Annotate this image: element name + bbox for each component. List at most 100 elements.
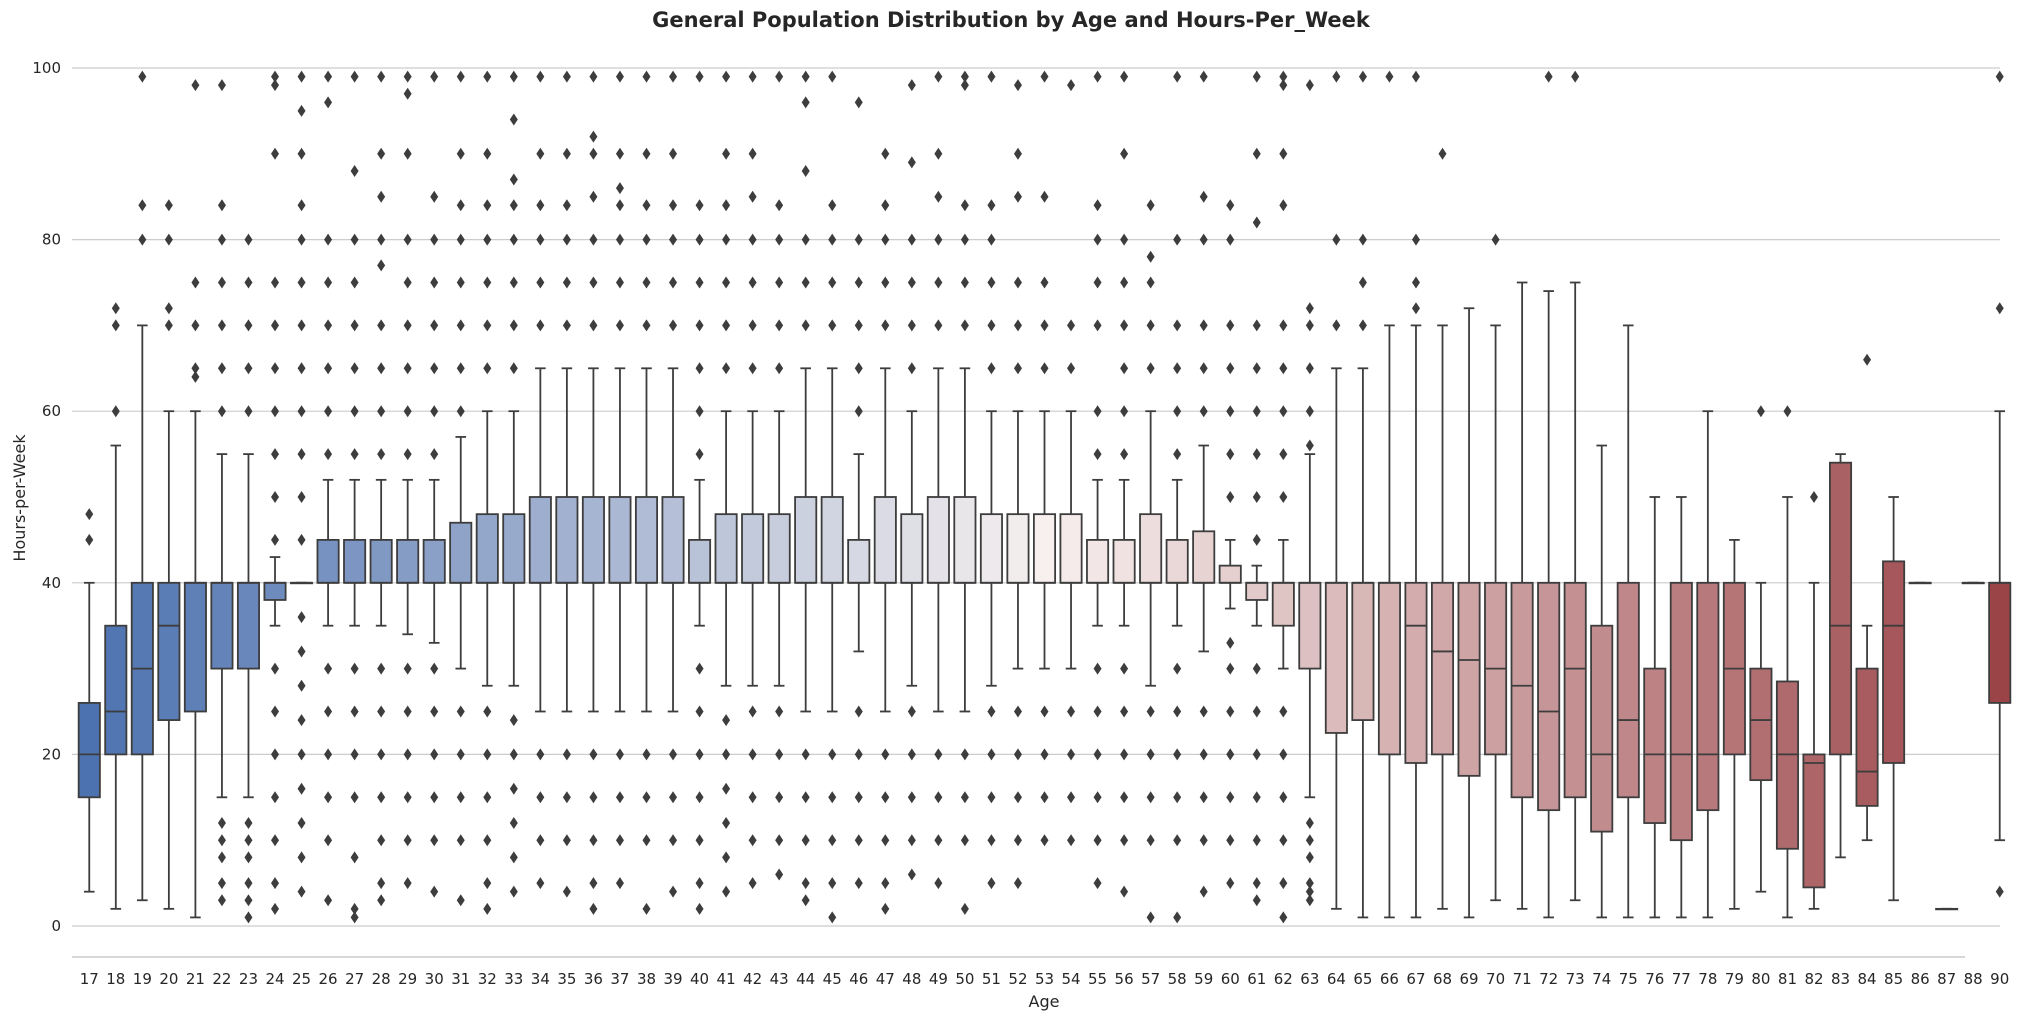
outlier-32-0 [483,902,492,915]
outlier-41-12 [722,70,731,83]
box-iqr-21 [183,581,207,713]
outlier-33-8 [509,276,518,289]
box-age-73 [1563,70,1587,902]
outlier-40-11 [695,276,704,289]
outlier-29-11 [403,233,412,246]
outlier-55-2 [1093,791,1102,804]
outlier-21-4 [191,79,200,92]
box-iqr-61 [1245,581,1269,601]
outlier-45-2 [828,834,837,847]
outlier-55-12 [1093,70,1102,83]
outlier-20-2 [164,233,173,246]
box-iqr-48 [900,513,924,584]
box-iqr-77 [1669,581,1693,842]
x-tick-label-18: 18 [106,970,125,988]
outlier-34-8 [536,147,545,160]
outlier-20-1 [164,302,173,315]
outlier-39-4 [669,319,678,332]
x-tick-label-73: 73 [1566,970,1585,988]
box-iqr-30 [422,539,446,584]
outlier-43-2 [775,791,784,804]
outlier-43-5 [775,362,784,375]
outlier-42-7 [748,276,757,289]
outlier-29-6 [403,448,412,461]
outlier-27-2 [350,851,359,864]
outlier-59-7 [1199,319,1208,332]
box-iqr-75 [1616,581,1640,799]
outlier-44-0 [801,894,810,907]
box-age-80 [1749,405,1773,893]
outlier-72-0 [1544,70,1553,83]
box-iqr-36 [581,496,605,584]
outlier-47-9 [881,147,890,160]
x-tick-label-61: 61 [1247,970,1266,988]
x-tick-label-46: 46 [849,970,868,988]
outlier-24-12 [271,319,280,332]
outlier-26-11 [324,233,333,246]
outlier-28-8 [377,405,386,418]
x-tick-label-65: 65 [1353,970,1372,988]
outlier-51-7 [987,276,996,289]
outlier-24-8 [271,491,280,503]
outlier-37-10 [615,70,624,83]
y-tick-label-80: 80 [42,231,61,249]
box-iqr-17 [77,702,101,799]
outlier-22-5 [217,405,226,418]
outlier-62-5 [1279,705,1288,718]
outlier-53-1 [1040,791,1049,804]
outlier-23-10 [244,233,253,246]
outlier-37-2 [615,791,624,804]
outlier-49-1 [934,834,943,847]
outlier-23-1 [244,894,253,907]
x-tick-label-72: 72 [1539,970,1558,988]
outlier-40-1 [695,877,704,890]
outlier-33-10 [509,199,518,212]
box-iqr-42 [741,513,765,584]
outlier-60-1 [1226,834,1235,847]
outlier-44-2 [801,834,810,847]
outlier-64-1 [1332,233,1341,246]
outlier-30-1 [430,834,439,847]
outlier-63-4 [1305,834,1314,847]
outlier-40-14 [695,70,704,83]
outlier-55-5 [1093,662,1102,675]
box-age-21 [183,79,207,919]
outlier-44-1 [801,877,810,890]
box-age-85 [1882,496,1906,902]
outlier-26-6 [324,448,333,461]
outlier-59-10 [1199,70,1208,83]
outlier-27-6 [350,662,359,675]
outlier-59-5 [1199,405,1208,418]
outlier-48-8 [907,233,916,246]
outlier-33-9 [509,233,518,246]
x-tick-label-35: 35 [557,970,576,988]
outlier-49-5 [934,276,943,289]
outlier-27-1 [350,902,359,915]
outlier-33-3 [509,782,518,795]
outlier-22-7 [217,319,226,332]
outlier-63-7 [1305,405,1314,418]
box-age-83 [1829,453,1853,859]
box-iqr-37 [608,496,632,584]
boxes [77,70,2012,924]
outlier-30-0 [430,885,439,898]
outlier-29-5 [403,662,412,675]
outlier-33-6 [509,362,518,375]
outlier-90-1 [1995,302,2004,315]
box-age-23 [236,233,260,924]
outlier-33-11 [509,173,518,186]
outlier-45-4 [828,748,837,761]
outlier-84-0 [1863,353,1872,366]
x-tick-label-86: 86 [1911,970,1930,988]
outlier-56-2 [1120,791,1129,804]
outlier-39-1 [669,834,678,847]
outlier-58-6 [1173,448,1182,461]
outlier-24-1 [271,877,280,890]
outlier-55-7 [1093,405,1102,418]
x-tick-label-69: 69 [1460,970,1479,988]
outlier-19-2 [138,70,147,83]
outlier-39-8 [669,147,678,160]
outlier-32-10 [483,199,492,212]
outlier-28-9 [377,362,386,375]
outlier-50-8 [960,79,969,92]
